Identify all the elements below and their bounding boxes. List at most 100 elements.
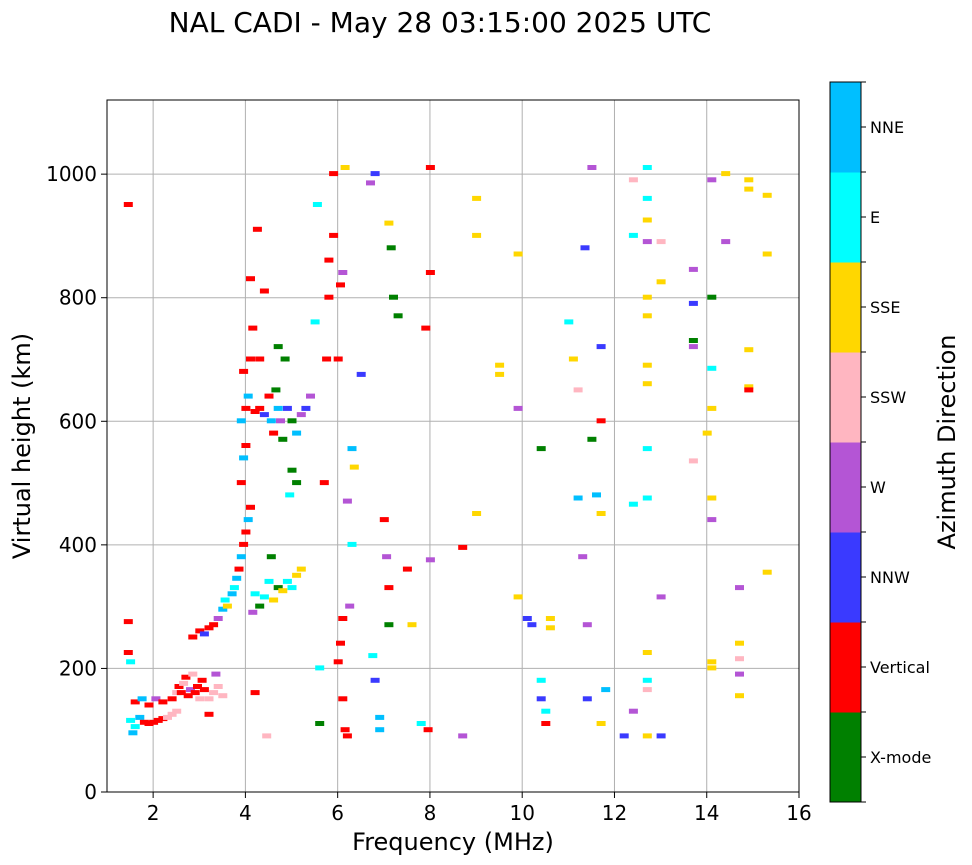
colorbar-label-nnw: NNW bbox=[870, 568, 910, 587]
data-point bbox=[707, 659, 717, 665]
colorbar-label-x-mode: X-mode bbox=[870, 748, 931, 767]
data-point bbox=[545, 625, 555, 631]
data-point bbox=[707, 665, 717, 671]
data-point bbox=[513, 251, 523, 257]
data-point bbox=[656, 733, 666, 739]
data-point bbox=[642, 362, 652, 368]
data-point bbox=[425, 557, 435, 563]
data-point bbox=[153, 717, 163, 723]
data-point bbox=[273, 585, 283, 591]
colorbar-segment bbox=[830, 532, 861, 623]
data-point bbox=[393, 313, 403, 319]
plot-frame bbox=[106, 99, 800, 793]
data-point bbox=[319, 480, 329, 486]
data-point bbox=[495, 371, 505, 377]
data-point bbox=[458, 733, 468, 739]
data-point bbox=[596, 721, 606, 726]
data-point bbox=[126, 717, 136, 723]
x-tick-label: 10 bbox=[509, 801, 534, 825]
data-point bbox=[236, 554, 246, 560]
data-point bbox=[735, 585, 744, 591]
colorbar-segment bbox=[830, 352, 861, 443]
data-point bbox=[545, 616, 555, 621]
data-point bbox=[338, 616, 348, 621]
data-point bbox=[292, 480, 302, 486]
data-point bbox=[425, 165, 435, 170]
y-tick-label: 1000 bbox=[46, 162, 97, 186]
data-point bbox=[382, 554, 392, 560]
data-point bbox=[642, 239, 652, 245]
colorbar-segment bbox=[830, 712, 861, 803]
data-point bbox=[688, 300, 698, 306]
data-point bbox=[255, 356, 265, 362]
data-point bbox=[172, 690, 182, 696]
data-point bbox=[218, 693, 228, 699]
data-point bbox=[252, 226, 262, 232]
data-point bbox=[370, 677, 380, 683]
data-point bbox=[271, 387, 281, 393]
data-point bbox=[259, 412, 269, 418]
data-point bbox=[188, 671, 198, 677]
data-point bbox=[384, 622, 394, 628]
data-point bbox=[259, 594, 269, 600]
data-point bbox=[227, 591, 237, 597]
data-point bbox=[336, 282, 345, 288]
data-point bbox=[744, 347, 754, 353]
data-point bbox=[389, 294, 398, 300]
x-axis-ticks: 2 4 6 8 10 12 14 16 bbox=[147, 792, 812, 825]
data-point bbox=[370, 171, 380, 177]
data-point bbox=[329, 171, 339, 177]
y-tick-label: 400 bbox=[59, 533, 97, 557]
data-point bbox=[601, 687, 611, 693]
colorbar-label-sse: SSE bbox=[870, 298, 900, 317]
data-point bbox=[285, 492, 295, 498]
data-point bbox=[656, 594, 666, 600]
data-point bbox=[204, 696, 214, 702]
data-point bbox=[340, 165, 350, 170]
data-point bbox=[347, 541, 357, 547]
data-point bbox=[721, 239, 731, 245]
chart-title: NAL CADI - May 28 03:15:00 2025 UTC bbox=[169, 6, 712, 39]
data-point bbox=[578, 554, 588, 560]
data-point bbox=[126, 659, 136, 665]
data-point bbox=[744, 387, 754, 393]
data-point bbox=[707, 495, 717, 501]
data-point bbox=[197, 677, 207, 683]
data-points bbox=[123, 165, 772, 739]
data-point bbox=[407, 622, 417, 628]
data-point bbox=[688, 338, 698, 343]
data-point bbox=[587, 165, 597, 170]
data-point bbox=[458, 544, 468, 550]
data-point bbox=[642, 313, 652, 319]
data-point bbox=[333, 659, 343, 665]
data-point bbox=[239, 368, 249, 374]
data-point bbox=[735, 671, 744, 677]
data-point bbox=[264, 578, 274, 584]
data-point bbox=[642, 165, 652, 170]
data-point bbox=[123, 619, 133, 625]
data-point bbox=[656, 279, 666, 285]
data-point bbox=[236, 480, 246, 486]
colorbar: X-mode Vertical NNW W SSW SSE E NNE bbox=[829, 81, 931, 803]
data-point bbox=[186, 687, 195, 693]
data-point bbox=[280, 356, 290, 362]
data-point bbox=[139, 719, 149, 725]
colorbar-segment bbox=[830, 262, 861, 353]
data-point bbox=[269, 430, 279, 436]
data-point bbox=[211, 671, 221, 677]
data-point bbox=[642, 650, 652, 655]
data-point bbox=[336, 640, 345, 646]
data-point bbox=[349, 464, 359, 470]
data-point bbox=[135, 714, 145, 720]
data-point bbox=[322, 356, 332, 362]
data-point bbox=[246, 356, 255, 362]
data-point bbox=[204, 711, 214, 717]
data-point bbox=[149, 719, 159, 725]
data-point bbox=[642, 687, 652, 693]
data-point bbox=[688, 458, 698, 464]
data-point bbox=[702, 430, 712, 436]
data-point bbox=[472, 232, 482, 238]
data-point bbox=[269, 597, 279, 603]
data-point bbox=[656, 239, 666, 245]
data-point bbox=[628, 232, 638, 238]
